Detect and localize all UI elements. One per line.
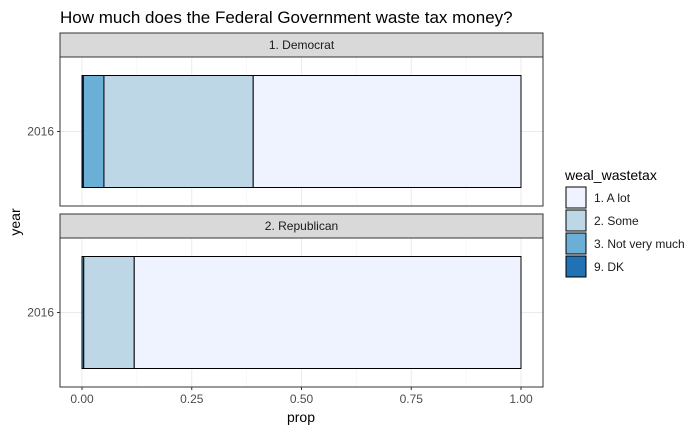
legend-swatch [565,186,587,209]
bar-segment [82,75,105,188]
y-axis-label: year [7,208,23,236]
facet-strip [59,213,544,239]
x-axis-label: prop [287,409,315,425]
legend-swatch [565,255,587,278]
y-tick-label: 2016 [27,306,54,320]
facet-strip [59,32,544,58]
legend-item-label: 9. DK [594,260,624,274]
facet-strip-label: 2. Republican [265,219,338,233]
legend: weal_wastetax 1. A lot 2. Some 3. Not very… [564,167,685,278]
legend-item-label: 2. Some [594,214,639,228]
legend-item-label: 1. A lot [594,191,631,205]
facet-strip-label: 1. Democrat [269,38,335,52]
y-tick-label: 2016 [27,125,54,139]
legend-item-label: 3. Not very much [594,237,685,251]
facet-panel: 1. Democrat 2016 [27,32,544,207]
bar-segment [103,75,254,188]
legend-swatch [565,232,587,255]
bar-segment [252,75,522,188]
x-tick-label: 0.75 [400,392,424,406]
bar-segment [83,256,135,369]
bar-segment [133,256,522,369]
x-tick-label: 0.50 [290,392,314,406]
facet-panel: 2. Republican 2016 [27,213,544,388]
x-tick-label: 1.00 [509,392,533,406]
x-tick-label: 0.25 [180,392,204,406]
legend-title: weal_wastetax [564,167,657,183]
x-tick-label: 0.00 [70,392,94,406]
legend-swatch [565,209,587,232]
chart-title: How much does the Federal Government was… [60,8,513,27]
